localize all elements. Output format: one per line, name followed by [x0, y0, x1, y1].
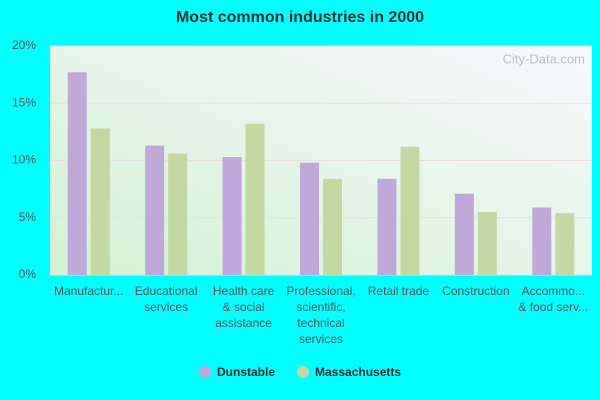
legend-marker: [297, 366, 310, 378]
x-tick-label: Construction: [442, 284, 509, 298]
x-tick-label: Professional,: [286, 284, 355, 298]
legend-marker: [199, 366, 211, 378]
bar: [145, 145, 165, 275]
bar: [377, 178, 397, 275]
x-tick-label: services: [299, 332, 343, 346]
bar: [245, 123, 265, 275]
chart-title: Most common industries in 2000: [176, 9, 424, 26]
y-tick-label: 5%: [19, 210, 37, 224]
bar: [532, 207, 552, 275]
y-tick-label: 20%: [12, 38, 36, 52]
bar: [168, 153, 188, 275]
x-tick-label: Educational: [135, 284, 198, 298]
bar: [477, 212, 497, 275]
bar: [90, 128, 110, 275]
x-tick-label: & food serv...: [518, 300, 588, 314]
legend-label: Dunstable: [217, 365, 275, 379]
bar: [323, 178, 342, 275]
bar: [454, 193, 474, 275]
x-tick-label: Manufactur...: [54, 284, 123, 298]
x-tick-label: technical: [297, 316, 344, 330]
x-tick-label: services: [144, 300, 188, 314]
x-tick-label: Accommo...: [522, 284, 585, 298]
y-tick-label: 10%: [12, 153, 36, 167]
bar: [222, 157, 242, 275]
x-tick-label: assistance: [215, 316, 272, 330]
y-tick-label: 0%: [19, 267, 37, 281]
watermark: City-Data.com: [503, 51, 585, 66]
bar: [300, 162, 319, 275]
y-tick-label: 15%: [12, 95, 36, 109]
legend-label: Massachusetts: [315, 365, 401, 379]
bar: [67, 72, 87, 276]
x-tick-label: scientific,: [296, 300, 345, 314]
bar: [400, 146, 420, 275]
x-tick-label: & social: [223, 300, 265, 314]
bar: [555, 213, 575, 275]
x-tick-label: Retail trade: [368, 284, 430, 298]
x-tick-label: Health care: [213, 284, 275, 298]
